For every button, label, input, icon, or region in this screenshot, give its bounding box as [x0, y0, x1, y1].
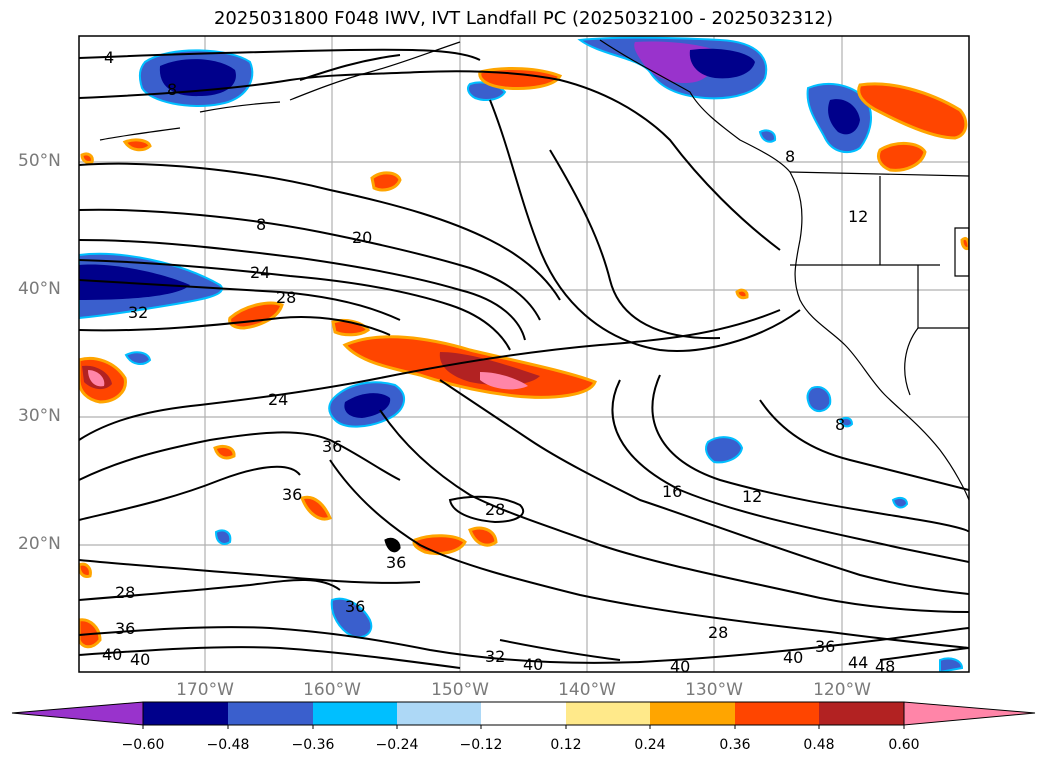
- colorbar-tick-label: −0.12: [459, 737, 503, 753]
- contour-label: 48: [875, 657, 895, 676]
- colorbar-swatch: [735, 702, 819, 725]
- contour-label: 40: [670, 657, 690, 676]
- negative-pc-blobs: [79, 36, 964, 672]
- colorbar-tick-label: 0.24: [634, 737, 666, 753]
- contour-label: 24: [268, 390, 288, 409]
- contour-label: 40: [783, 648, 803, 667]
- colorbar-tick-label: 0.48: [803, 737, 835, 753]
- colorbar-tick-label: −0.48: [206, 737, 250, 753]
- longitude-label: 170°W: [176, 680, 234, 700]
- contour-label: 4: [104, 48, 114, 67]
- longitude-label: 120°W: [813, 680, 871, 700]
- colorbar-tick-label: −0.36: [291, 737, 335, 753]
- colorbar-tick-label: 0.36: [719, 737, 751, 753]
- contour-label: 20: [352, 228, 372, 247]
- colorbar-tick-label: 0.60: [888, 737, 920, 753]
- contour-label: 8: [167, 80, 177, 99]
- contour-label: 36: [115, 619, 135, 638]
- contour-label: 36: [815, 637, 835, 656]
- colorbar-swatch: [566, 702, 650, 725]
- colorbar-swatch: [650, 702, 735, 725]
- contour-label: 28: [276, 288, 296, 307]
- contour-label: 36: [386, 553, 406, 572]
- colorbar-swatch: [228, 702, 313, 725]
- contour-label: 36: [345, 597, 365, 616]
- colorbar-tick-label: 0.12: [550, 737, 582, 753]
- colorbar-tick-label: −0.60: [121, 737, 165, 753]
- contour-label: 12: [848, 207, 868, 226]
- latitude-label: 30°N: [18, 406, 61, 426]
- colorbar-swatch: [481, 702, 566, 725]
- colorbar-swatch: [313, 702, 397, 725]
- latitude-label: 40°N: [18, 279, 61, 299]
- contour-label: 36: [282, 485, 302, 504]
- contour-label: 12: [742, 487, 762, 506]
- colorbar-swatch: [397, 702, 481, 725]
- contour-label: 28: [708, 623, 728, 642]
- gridlines: [79, 36, 969, 672]
- contour-label: 8: [835, 415, 845, 434]
- map-frame: [78, 35, 970, 673]
- colorbar-swatch: [143, 702, 228, 725]
- contour-label: 40: [130, 650, 150, 669]
- map-title: 2025031800 F048 IWV, IVT Landfall PC (20…: [213, 8, 834, 29]
- colorbar-swatch: [819, 702, 904, 725]
- colorbar-outline: [142, 701, 905, 726]
- longitude-label: 150°W: [431, 680, 489, 700]
- colorbar-arrow-right: [903, 701, 1036, 726]
- contour-label: 8: [785, 147, 795, 166]
- contour-label: 40: [523, 655, 543, 674]
- contour-label: 44: [848, 653, 868, 672]
- contour-label: 28: [115, 583, 135, 602]
- longitude-label: 130°W: [685, 680, 743, 700]
- colorbar-arrow-left: [11, 701, 144, 726]
- map-panel: 4 8 8 8 8 12 12 16 20 24 24 28 28 28 28 …: [79, 36, 969, 676]
- contour-label: 32: [485, 647, 505, 666]
- contour-label: 36: [322, 437, 342, 456]
- colorbar-tick-label: −0.24: [375, 737, 419, 753]
- longitude-label: 140°W: [558, 680, 616, 700]
- latitude-label: 50°N: [18, 151, 61, 171]
- contour-label: 16: [662, 482, 682, 501]
- longitude-label: 160°W: [303, 680, 361, 700]
- iwv-contours: [79, 48, 969, 669]
- latitude-label: 20°N: [18, 534, 61, 554]
- contour-label: 8: [256, 215, 266, 234]
- contour-label: 40: [102, 645, 122, 664]
- colorbar: [11, 701, 1036, 729]
- contour-label: 32: [128, 303, 148, 322]
- contour-label: 24: [250, 263, 270, 282]
- contour-label: 28: [485, 500, 505, 519]
- positive-pc-blobs: [79, 67, 969, 649]
- contour-labels: 4 8 8 8 8 12 12 16 20 24 24 28 28 28 28 …: [102, 48, 895, 676]
